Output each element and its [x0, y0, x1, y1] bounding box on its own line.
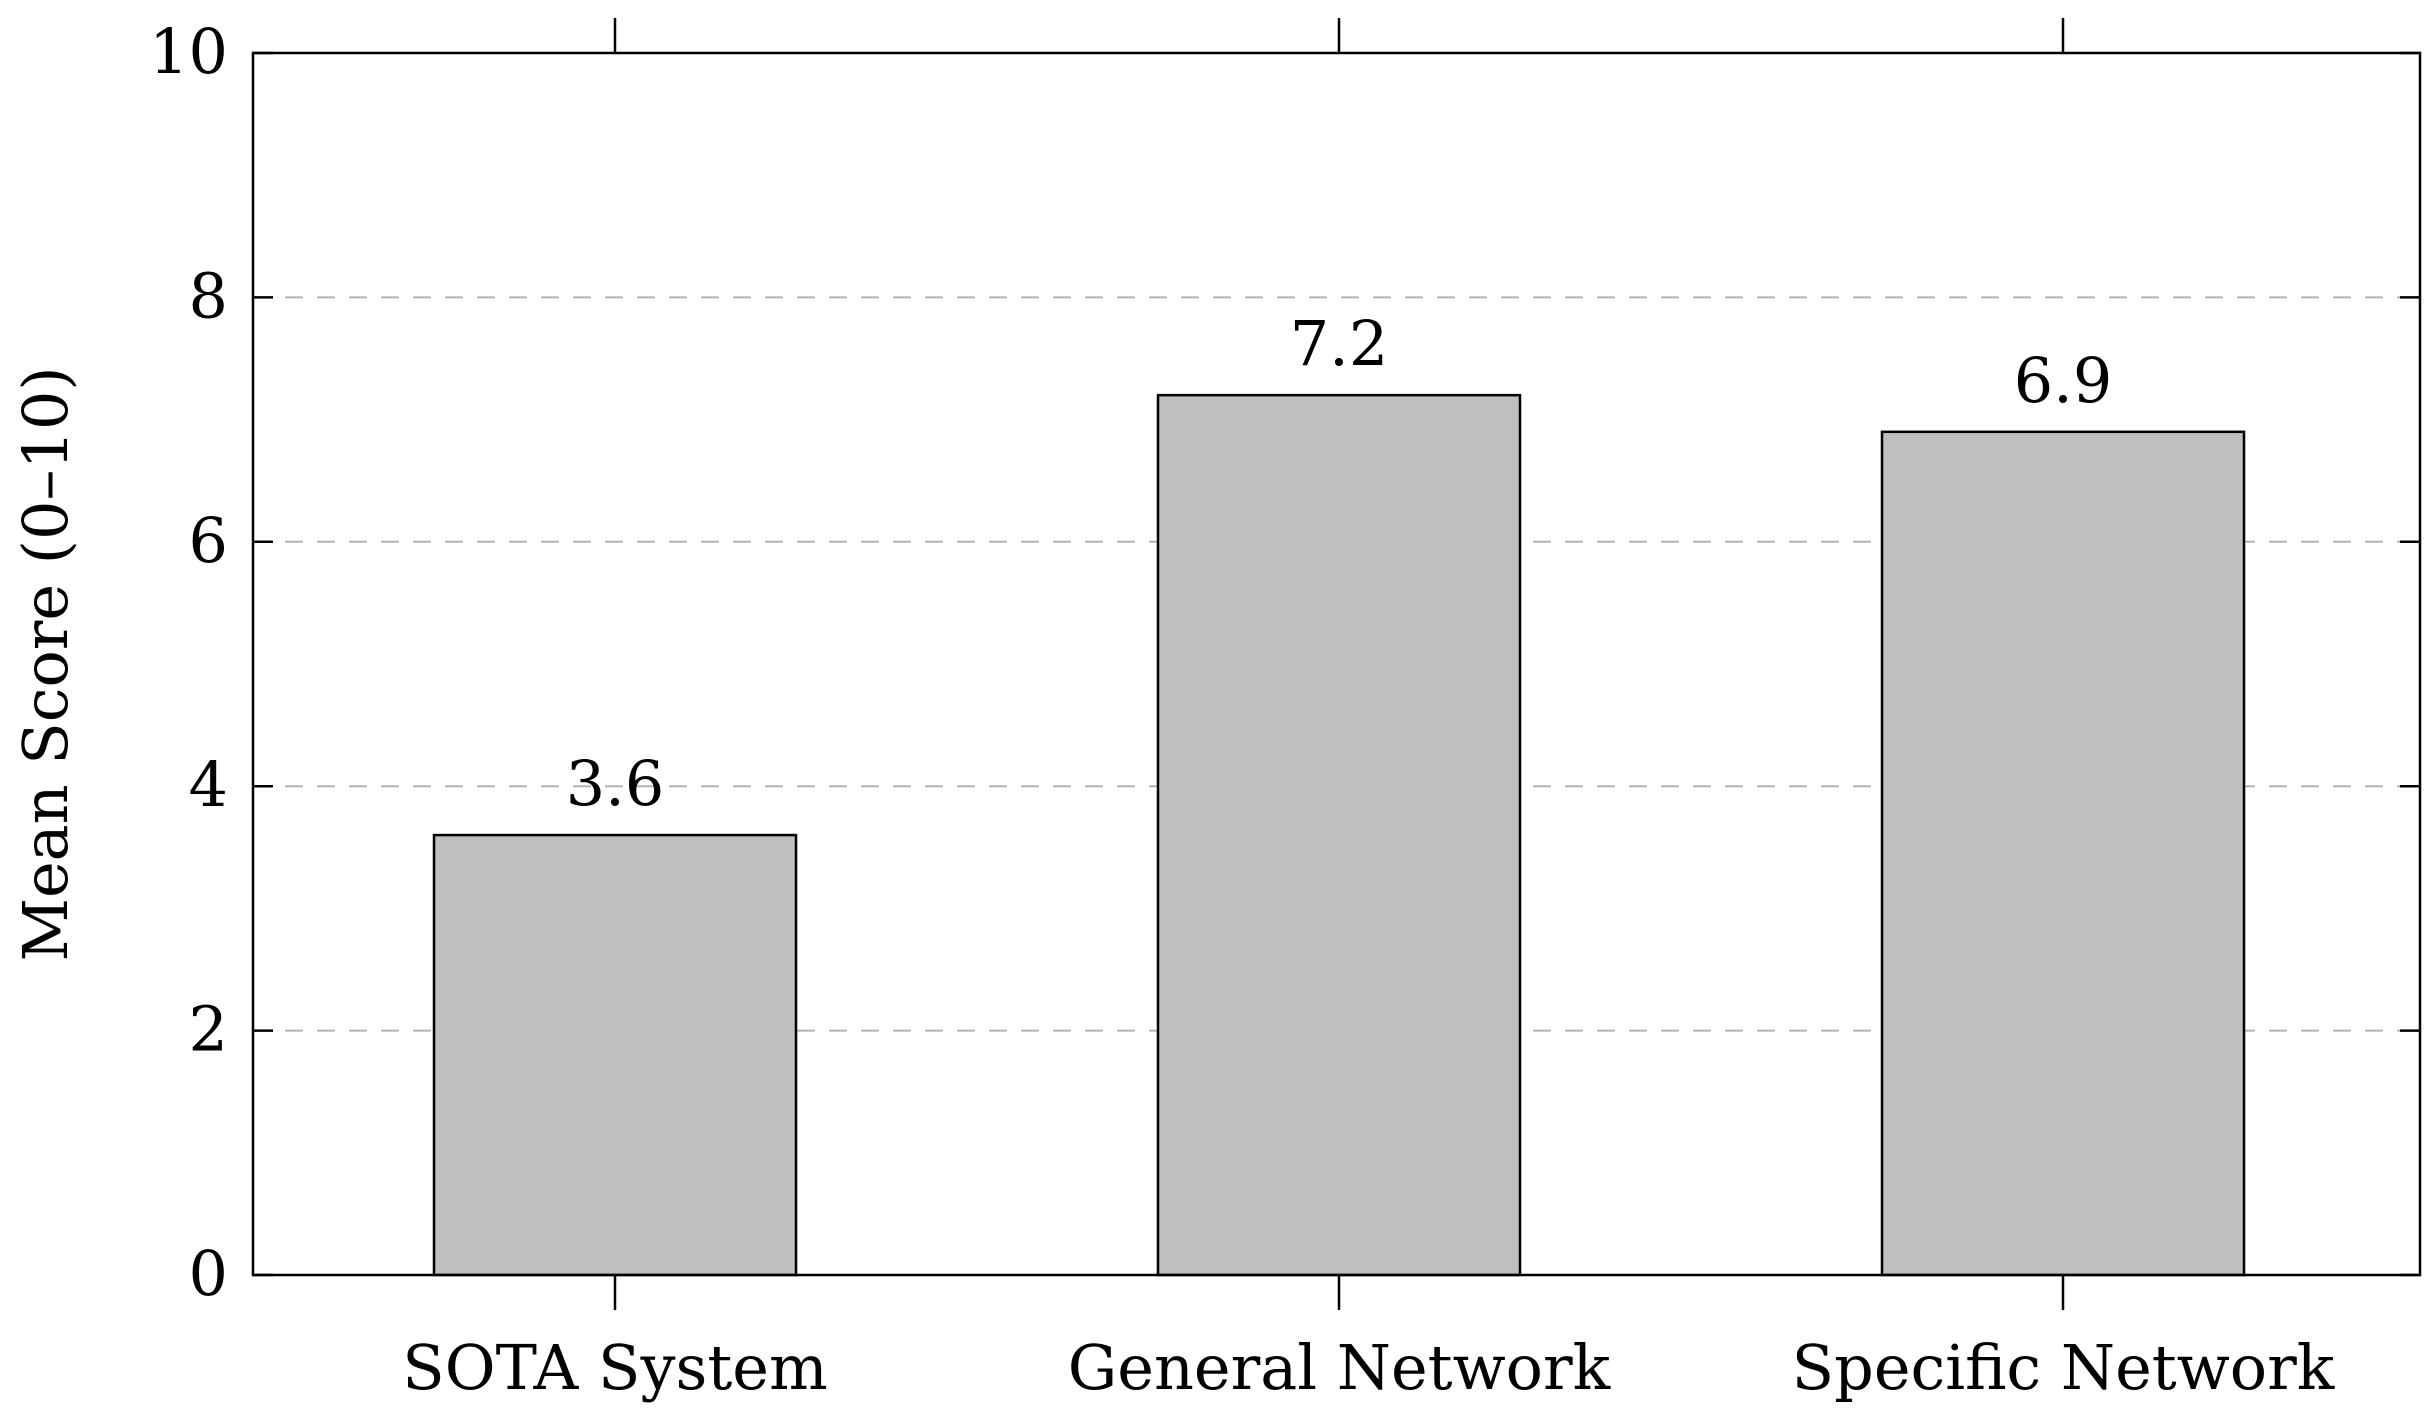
axis-labels: 0 2 4 6 8 10 SOTA System 3.6 General Network 7.2 S… [149, 15, 2335, 1404]
y-tick-label: 2 [189, 993, 228, 1066]
bar-value-label: 7.2 [1290, 307, 1389, 380]
bar-value-label: 6.9 [2014, 344, 2113, 417]
y-tick-label: 10 [149, 15, 228, 88]
axis-ticks [253, 18, 2420, 1310]
y-tick-label: 8 [189, 259, 228, 332]
x-tick-label: Specific Network [1792, 1331, 2335, 1404]
x-tick-label: General Network [1068, 1331, 1611, 1404]
x-tick-label: SOTA System [402, 1331, 827, 1404]
bar [1880, 430, 2246, 1277]
y-tick-label: 4 [189, 748, 228, 821]
bar-value-label: 3.6 [566, 747, 665, 820]
bar [1156, 393, 1522, 1277]
y-axis-label: Mean Score (0–10) [9, 366, 82, 961]
y-tick-label: 0 [189, 1237, 228, 1310]
bar [432, 833, 798, 1277]
plot-frame [251, 51, 2422, 1277]
bars [432, 393, 2246, 1277]
y-tick-label: 6 [189, 504, 228, 577]
